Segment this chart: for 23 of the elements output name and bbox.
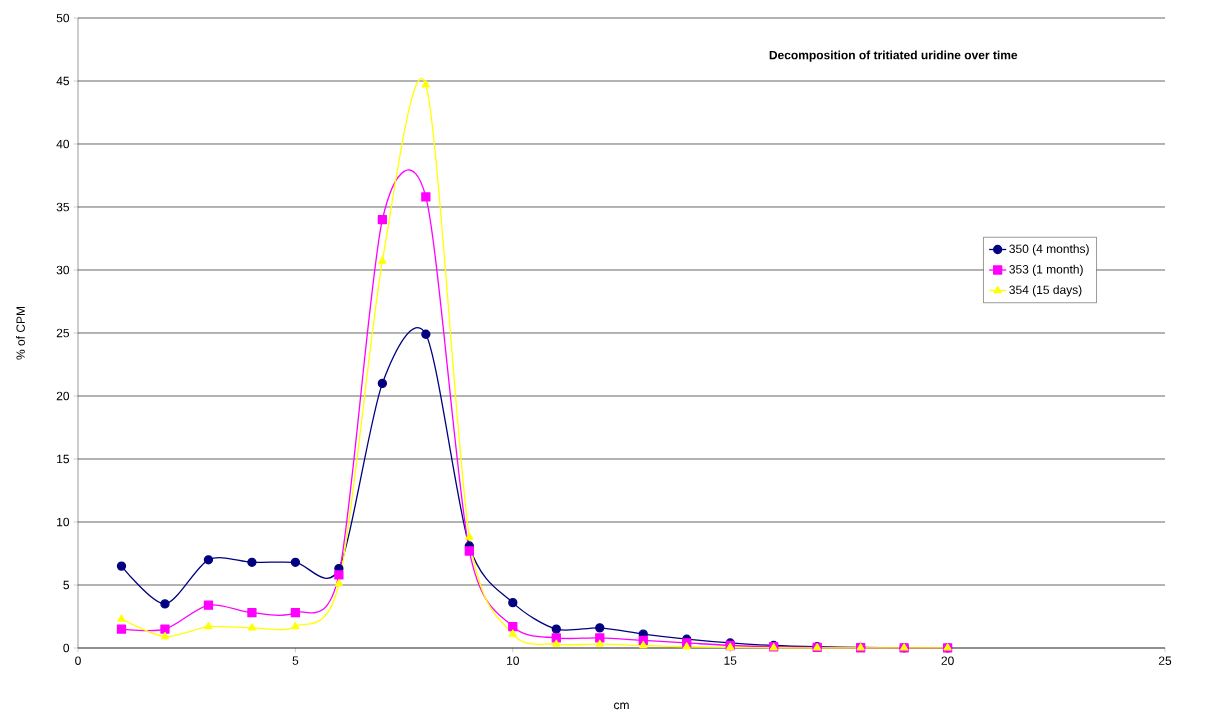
x-tick-label: 5 xyxy=(292,656,299,665)
y-tick-label: 45 xyxy=(56,76,70,86)
legend-label: 353 (1 month) xyxy=(1009,264,1083,276)
y-tick-label: 10 xyxy=(57,517,70,527)
x-tick-label: 25 xyxy=(1158,656,1172,665)
legend-label: 350 (4 months) xyxy=(1009,244,1089,256)
y-tick-label: 25 xyxy=(56,328,70,338)
y-tick-label: 0 xyxy=(63,643,70,653)
y-tick-label: 35 xyxy=(56,202,70,212)
y-tick-label: 20 xyxy=(56,391,70,401)
x-axis-title: cm xyxy=(614,702,629,710)
legend-label: 354 (15 days) xyxy=(1009,285,1082,297)
x-tick-label: 0 xyxy=(75,656,81,665)
text: Decomposition of tritiated uridine over time xyxy=(769,50,1018,62)
y-tick-label: 50 xyxy=(56,13,70,23)
y-tick-label: 5 xyxy=(63,580,70,590)
x-tick-label: 10 xyxy=(507,656,520,665)
x-tick-label: 20 xyxy=(941,656,954,665)
x-tick-label: 15 xyxy=(724,656,737,665)
y-tick-label: 30 xyxy=(56,265,70,275)
y-axis-title: % of CPM xyxy=(16,307,25,360)
y-tick-label: 15 xyxy=(57,454,70,464)
y-tick-label: 40 xyxy=(56,139,70,149)
